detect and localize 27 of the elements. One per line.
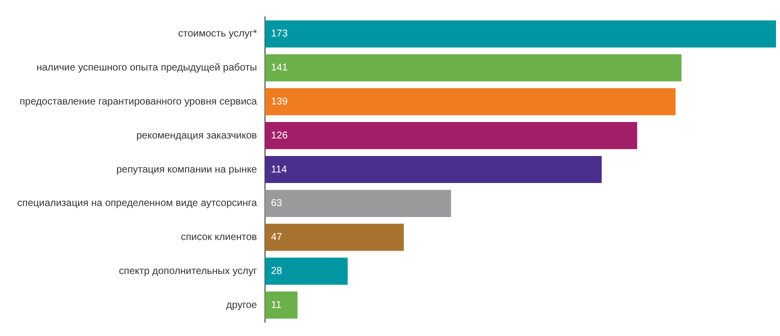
bar [265, 292, 298, 319]
bar [265, 258, 348, 285]
data-label: 141 [271, 62, 288, 74]
y-tick-label: наличие успешного опыта предыдущей работы [36, 62, 257, 74]
y-tick-label: предоставление гарантированного уровня сервиса [20, 96, 258, 108]
y-tick-label: репутация компании на рынке [116, 164, 258, 176]
y-tick-label: другое [226, 300, 258, 311]
data-label: 47 [271, 232, 283, 244]
y-tick-label: специализация на определенном виде аутсорсинга [17, 198, 258, 210]
data-label: 11 [271, 300, 282, 311]
data-label: 63 [271, 198, 283, 210]
data-label: 114 [271, 164, 288, 176]
y-tick-label: список клиентов [180, 232, 257, 244]
y-tick-label: спектр дополнительных услуг [118, 266, 258, 277]
bar [265, 88, 676, 116]
data-label: 173 [271, 28, 288, 40]
data-label: 28 [271, 266, 283, 277]
data-label: 126 [271, 130, 288, 142]
bar [265, 224, 404, 251]
y-tick-label: стоимость услуг* [178, 28, 258, 40]
y-tick-label: рекомендация заказчиков [136, 130, 257, 142]
bar [265, 156, 602, 184]
bar [265, 122, 638, 150]
bar [265, 54, 682, 82]
bar [265, 190, 452, 217]
data-label: 139 [271, 96, 288, 108]
bar [265, 20, 776, 48]
